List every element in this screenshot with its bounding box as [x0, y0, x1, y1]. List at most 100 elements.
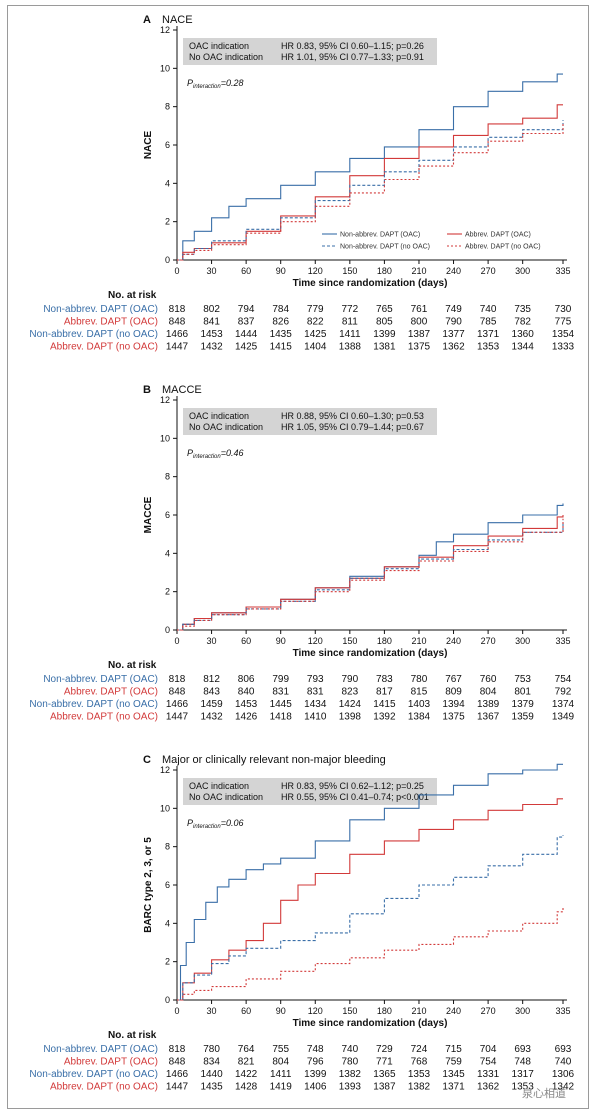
legend-label: Non-abbrev. DAPT (no OAC): [340, 244, 430, 251]
risk-value: 1388: [339, 342, 362, 353]
risk-value: 1389: [477, 699, 500, 710]
risk-value: 805: [376, 317, 393, 328]
p-interaction-symbol: P: [187, 448, 193, 458]
y-tick-label: 6: [165, 880, 170, 890]
risk-value: 809: [445, 687, 462, 698]
y-tick-label: 2: [165, 957, 170, 967]
p-interaction-symbol: P: [187, 818, 193, 828]
x-tick-label: 335: [555, 636, 570, 646]
risk-value: 1362: [477, 1082, 500, 1093]
y-tick-label: 0: [165, 625, 170, 635]
series-line-2: [177, 515, 564, 631]
risk-value: 748: [307, 1044, 324, 1055]
panel-title: NACE: [162, 14, 193, 26]
x-tick-label: 0: [174, 636, 179, 646]
risk-value: 1453: [235, 699, 258, 710]
risk-table-title: No. at risk: [108, 660, 157, 671]
risk-value: 1411: [339, 329, 361, 340]
x-axis-label: Time since randomization (days): [293, 1018, 448, 1029]
risk-value: 715: [445, 1044, 462, 1055]
risk-value: 1404: [304, 342, 327, 353]
risk-value: 1354: [552, 329, 575, 340]
risk-value: 841: [203, 317, 220, 328]
risk-value: 1392: [373, 712, 396, 723]
risk-value: 1418: [270, 712, 293, 723]
panel-title: Major or clinically relevant non-major b…: [162, 754, 386, 766]
x-tick-label: 150: [342, 1006, 357, 1016]
series-line-2: [177, 798, 563, 1001]
x-tick-label: 150: [342, 636, 357, 646]
risk-value: 740: [480, 304, 497, 315]
y-tick-label: 0: [165, 255, 170, 265]
risk-value: 765: [376, 304, 393, 315]
risk-value: 1426: [235, 712, 258, 723]
risk-value: 1466: [166, 699, 189, 710]
risk-value: 740: [341, 1044, 358, 1055]
risk-value: 749: [445, 304, 462, 315]
risk-value: 804: [272, 1057, 289, 1068]
x-tick-label: 90: [276, 1006, 286, 1016]
risk-value: 760: [480, 674, 497, 685]
x-tick-label: 120: [308, 1006, 323, 1016]
risk-value: 1333: [552, 342, 575, 353]
y-tick-label: 12: [160, 25, 170, 35]
y-axis-label: MACCE: [143, 496, 154, 533]
panel-letter: A: [143, 14, 151, 26]
risk-value: 772: [341, 304, 358, 315]
risk-value: 1345: [442, 1069, 465, 1080]
x-tick-label: 120: [308, 266, 323, 276]
risk-value: 724: [411, 1044, 428, 1055]
risk-value: 1466: [166, 329, 189, 340]
series-line-4: [177, 122, 564, 261]
risk-value: 812: [203, 674, 220, 685]
x-tick-label: 60: [241, 266, 251, 276]
risk-value: 1382: [408, 1082, 431, 1093]
x-tick-label: 180: [377, 266, 392, 276]
risk-value: 1432: [200, 342, 223, 353]
risk-row-label: Abbrev. DAPT (OAC): [64, 317, 158, 328]
y-tick-label: 8: [165, 842, 170, 852]
risk-value: 815: [411, 687, 428, 698]
risk-value: 848: [169, 1057, 186, 1068]
risk-value: 817: [376, 687, 393, 698]
p-interaction-subscript: interaction: [193, 454, 221, 460]
risk-value: 754: [555, 674, 572, 685]
stats-box-label: OAC indication: [189, 411, 249, 421]
x-tick-label: 240: [446, 266, 461, 276]
x-tick-label: 30: [207, 266, 217, 276]
y-tick-label: 12: [160, 395, 170, 405]
p-interaction-value: =0.46: [221, 448, 244, 458]
x-axis-label: Time since randomization (days): [293, 648, 448, 659]
risk-row-label: Abbrev. DAPT (OAC): [64, 1057, 158, 1068]
stats-box-label: OAC indication: [189, 41, 249, 51]
y-axis-label: NACE: [143, 131, 154, 160]
risk-value: 780: [411, 674, 428, 685]
stats-box: [183, 408, 437, 435]
risk-value: 821: [238, 1057, 255, 1068]
risk-value: 831: [307, 687, 324, 698]
risk-value: 1393: [339, 1082, 362, 1093]
risk-value: 1360: [512, 329, 535, 340]
risk-value: 1419: [270, 1082, 293, 1093]
p-interaction-value: =0.28: [221, 78, 244, 88]
y-tick-label: 6: [165, 510, 170, 520]
risk-value: 783: [376, 674, 393, 685]
risk-value: 1459: [200, 699, 223, 710]
stats-box: [183, 38, 437, 65]
y-tick-label: 10: [160, 433, 170, 443]
risk-value: 768: [411, 1057, 428, 1068]
risk-value: 848: [169, 687, 186, 698]
risk-value: 796: [307, 1057, 324, 1068]
x-tick-label: 210: [411, 636, 426, 646]
risk-value: 823: [341, 687, 358, 698]
risk-value: 1353: [408, 1069, 431, 1080]
risk-value: 1384: [408, 712, 431, 723]
risk-value: 826: [272, 317, 289, 328]
y-tick-label: 2: [165, 587, 170, 597]
risk-row-label: Abbrev. DAPT (no OAC): [50, 712, 158, 723]
legend-label: Abbrev. DAPT (OAC): [465, 232, 531, 239]
risk-value: 771: [376, 1057, 393, 1068]
risk-value: 1387: [373, 1082, 396, 1093]
x-tick-label: 180: [377, 636, 392, 646]
risk-value: 693: [555, 1044, 572, 1055]
